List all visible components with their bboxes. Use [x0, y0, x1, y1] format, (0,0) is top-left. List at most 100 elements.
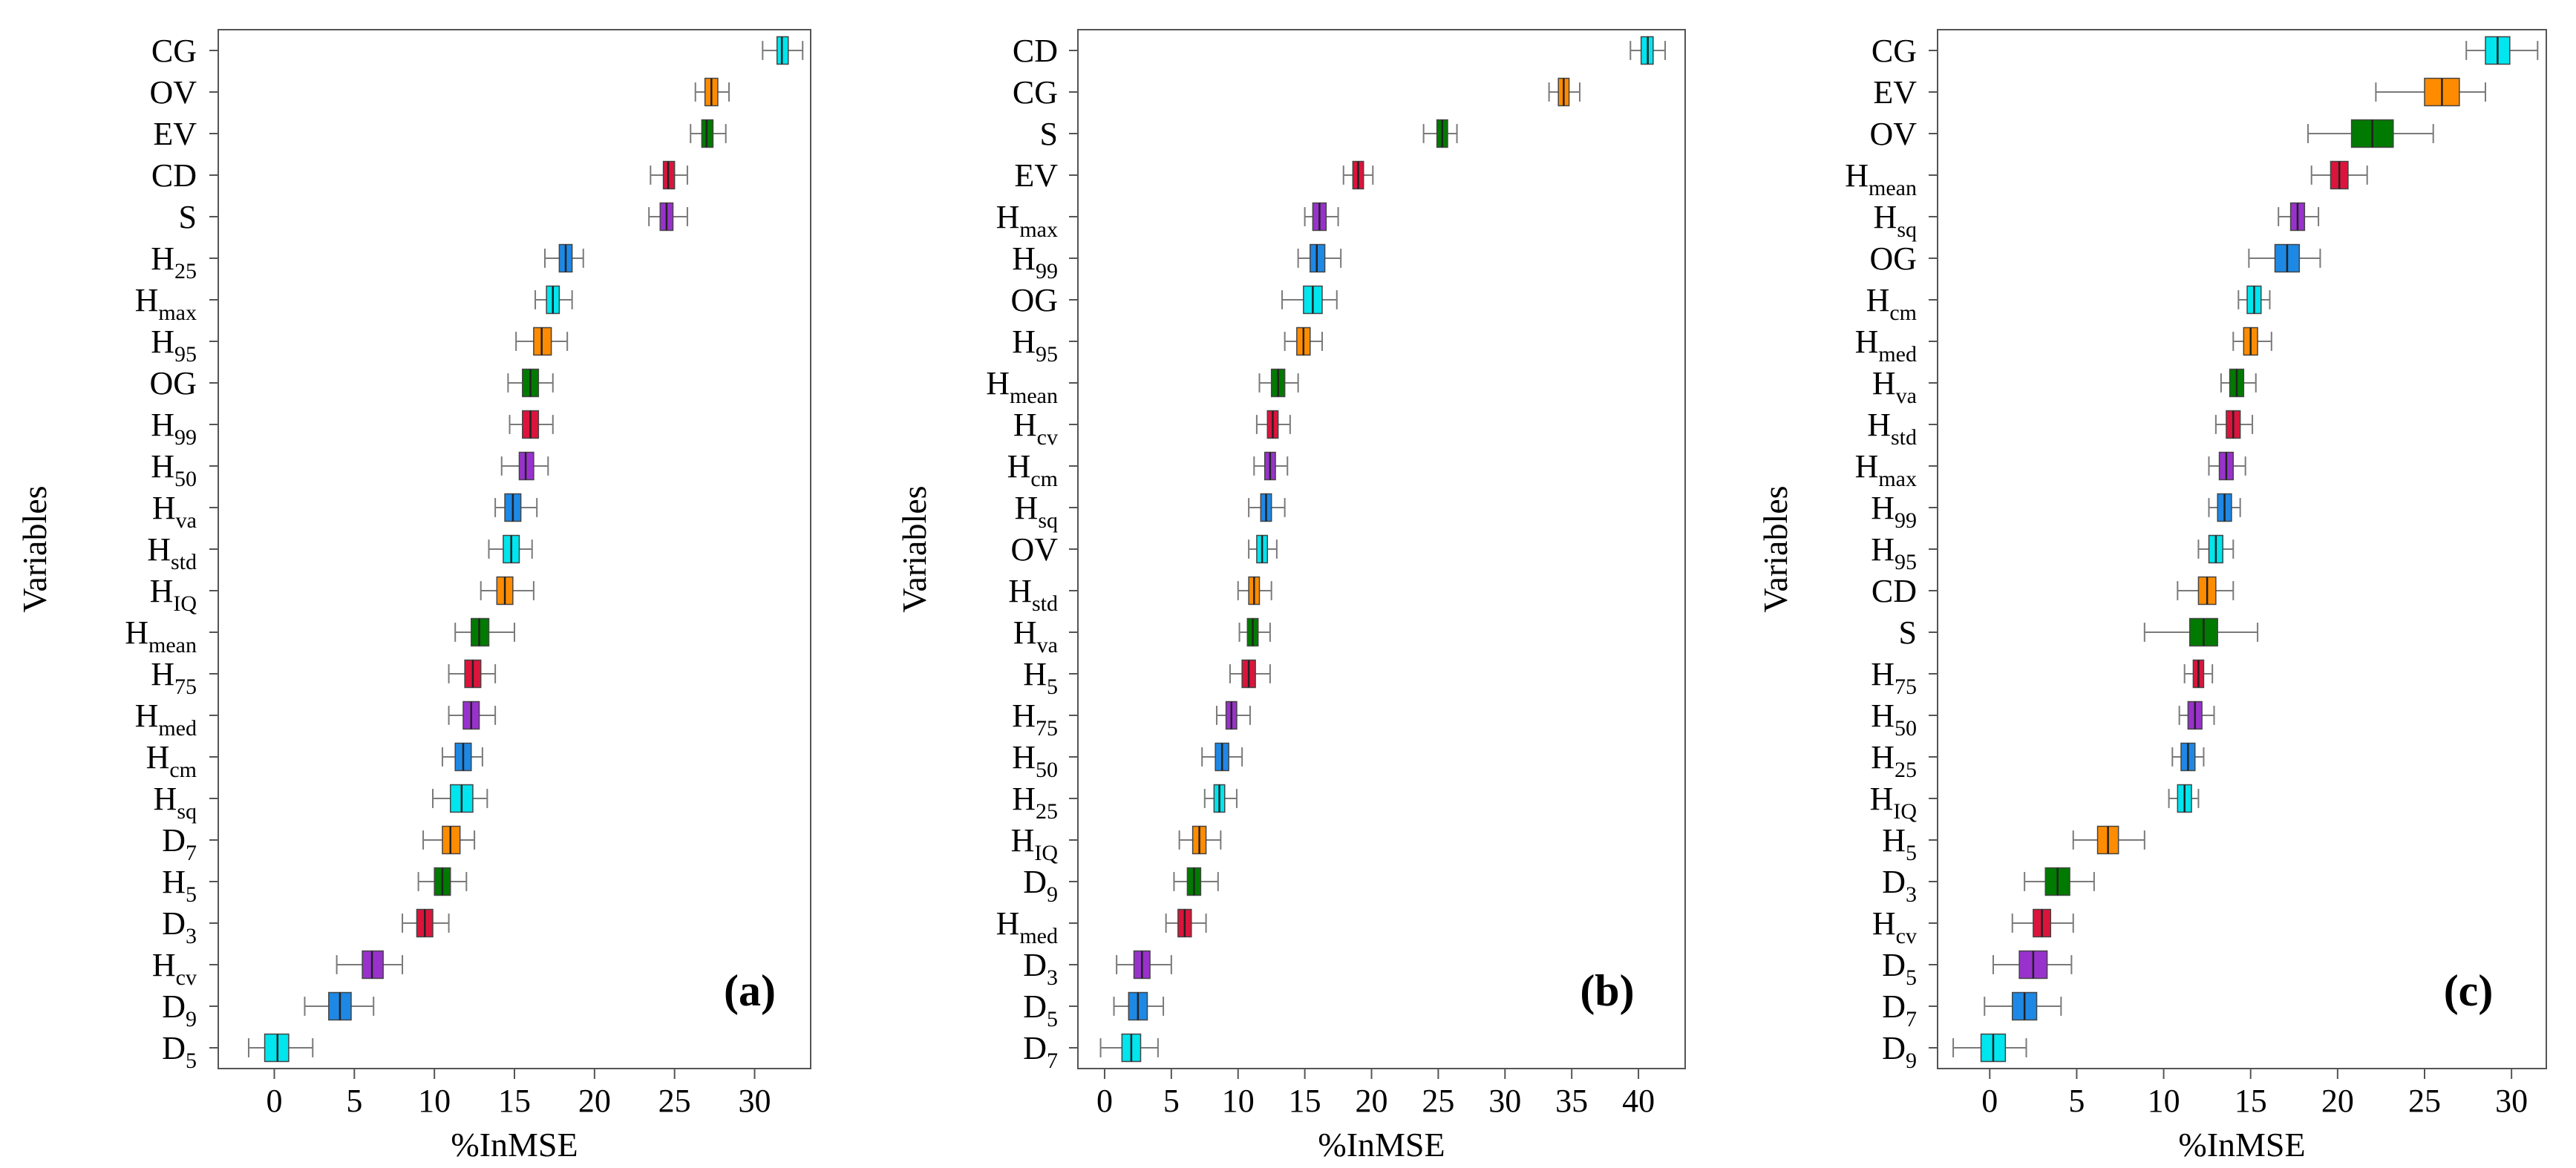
variable-name: H: [150, 573, 174, 609]
x-axis-title: %InMSE: [1318, 1126, 1445, 1164]
variable-subscript: va: [1037, 633, 1058, 657]
variable-name: H: [1855, 324, 1879, 360]
variable-name: H: [1012, 781, 1036, 817]
variable-name: D: [1023, 864, 1047, 900]
variable-label: H75: [151, 656, 197, 699]
variable-name: EV: [1014, 157, 1058, 194]
variable-label: Hva: [1013, 614, 1058, 657]
variable-name: H: [151, 407, 174, 443]
variable-label: H75: [1012, 698, 1058, 741]
variable-subscript: 3: [186, 924, 197, 948]
variable-name: OG: [149, 365, 197, 401]
variable-label: Hcm: [1007, 448, 1058, 491]
x-tick-label: 15: [1289, 1083, 1321, 1119]
variable-subscript: sq: [1897, 217, 1917, 242]
variable-name: OV: [149, 74, 197, 111]
variable-subscript: 50: [174, 467, 197, 491]
variable-name: CG: [1013, 74, 1058, 111]
variable-subscript: med: [1019, 924, 1058, 948]
variable-label: Hva: [1872, 365, 1917, 408]
variable-label: Hmax: [996, 199, 1058, 242]
variable-subscript: cm: [1030, 467, 1058, 491]
variable-subscript: 5: [186, 882, 197, 907]
variable-label: H95: [151, 324, 197, 367]
variable-name: H: [1867, 407, 1891, 443]
variable-name: H: [151, 324, 174, 360]
variable-label: H95: [1012, 324, 1058, 367]
x-tick-label: 20: [1356, 1083, 1388, 1119]
variable-subscript: std: [1032, 591, 1058, 616]
variable-subscript: med: [1878, 342, 1917, 367]
variable-subscript: mean: [148, 633, 197, 657]
variable-name: D: [1882, 864, 1906, 900]
x-tick-label: 10: [1222, 1083, 1255, 1119]
variable-name: CG: [151, 33, 197, 69]
variable-name: D: [162, 905, 186, 942]
variable-subscript: 75: [174, 675, 197, 699]
variable-label: H50: [1871, 698, 1917, 741]
variable-label: H99: [1871, 490, 1917, 533]
variable-label: HIQ: [1870, 781, 1918, 824]
x-tick-label: 40: [1622, 1083, 1655, 1119]
y-axis-title: Variables: [895, 485, 933, 612]
variable-name: H: [1023, 656, 1047, 692]
variable-label: S: [179, 199, 197, 235]
variable-label: Hva: [152, 490, 197, 533]
variable-name: H: [1874, 199, 1897, 235]
x-tick-label: 20: [2321, 1083, 2354, 1119]
variable-name: H: [154, 781, 177, 817]
variable-label: Hsq: [1874, 199, 1917, 242]
variable-name: D: [1882, 988, 1906, 1025]
variable-name: H: [1871, 490, 1895, 526]
variable-name: H: [1872, 905, 1896, 942]
variable-name: EV: [1873, 74, 1917, 111]
variable-subscript: 75: [1895, 675, 1917, 699]
variable-name: D: [1882, 1030, 1906, 1066]
variable-subscript: sq: [177, 799, 197, 824]
variable-label: H25: [1871, 739, 1917, 782]
variable-label: Hcv: [1872, 905, 1917, 948]
variable-label: Hcv: [1013, 407, 1058, 450]
x-axis-title: %InMSE: [2178, 1126, 2305, 1164]
variable-subscript: 5: [186, 1049, 197, 1073]
variable-subscript: 99: [1895, 508, 1917, 533]
variable-name: S: [1899, 614, 1917, 651]
variable-name: H: [1012, 739, 1036, 775]
variable-label: D3: [1023, 947, 1058, 990]
variable-name: H: [1012, 698, 1036, 734]
variable-name: H: [1845, 157, 1869, 194]
variable-label: Hmean: [1845, 157, 1917, 200]
variable-subscript: 50: [1895, 716, 1917, 741]
variable-name: H: [1871, 656, 1895, 692]
variable-name: H: [146, 739, 170, 775]
variable-subscript: med: [158, 716, 197, 741]
variable-name: H: [1871, 698, 1895, 734]
variable-label: H5: [162, 864, 197, 907]
variable-label: D5: [1882, 947, 1917, 990]
x-tick-label: 5: [2068, 1083, 2085, 1119]
variable-subscript: sq: [1038, 508, 1058, 533]
variable-subscript: va: [1896, 384, 1917, 408]
variable-subscript: cm: [169, 758, 197, 782]
variable-subscript: IQ: [1034, 841, 1058, 865]
x-tick-label: 25: [1422, 1083, 1454, 1119]
variable-name: H: [1882, 822, 1906, 859]
variable-subscript: 95: [1036, 342, 1058, 367]
panel-label: (b): [1580, 966, 1634, 1015]
variable-subscript: IQ: [1893, 799, 1917, 824]
variable-subscript: va: [176, 508, 197, 533]
variable-label: EV: [153, 116, 197, 152]
variable-label: Hmed: [996, 905, 1058, 948]
variable-name: D: [162, 988, 186, 1025]
variable-name: OV: [1869, 116, 1917, 152]
variable-label: Hsq: [154, 781, 197, 824]
variable-subscript: 3: [1047, 965, 1058, 990]
variable-label: S: [1040, 116, 1058, 152]
variable-name: H: [986, 365, 1010, 401]
variable-subscript: max: [1878, 467, 1917, 491]
variable-subscript: 50: [1036, 758, 1058, 782]
variable-label: H5: [1882, 822, 1917, 865]
variable-name: H: [152, 947, 176, 983]
variable-label: CD: [1871, 573, 1917, 609]
x-tick-label: 0: [266, 1083, 282, 1119]
